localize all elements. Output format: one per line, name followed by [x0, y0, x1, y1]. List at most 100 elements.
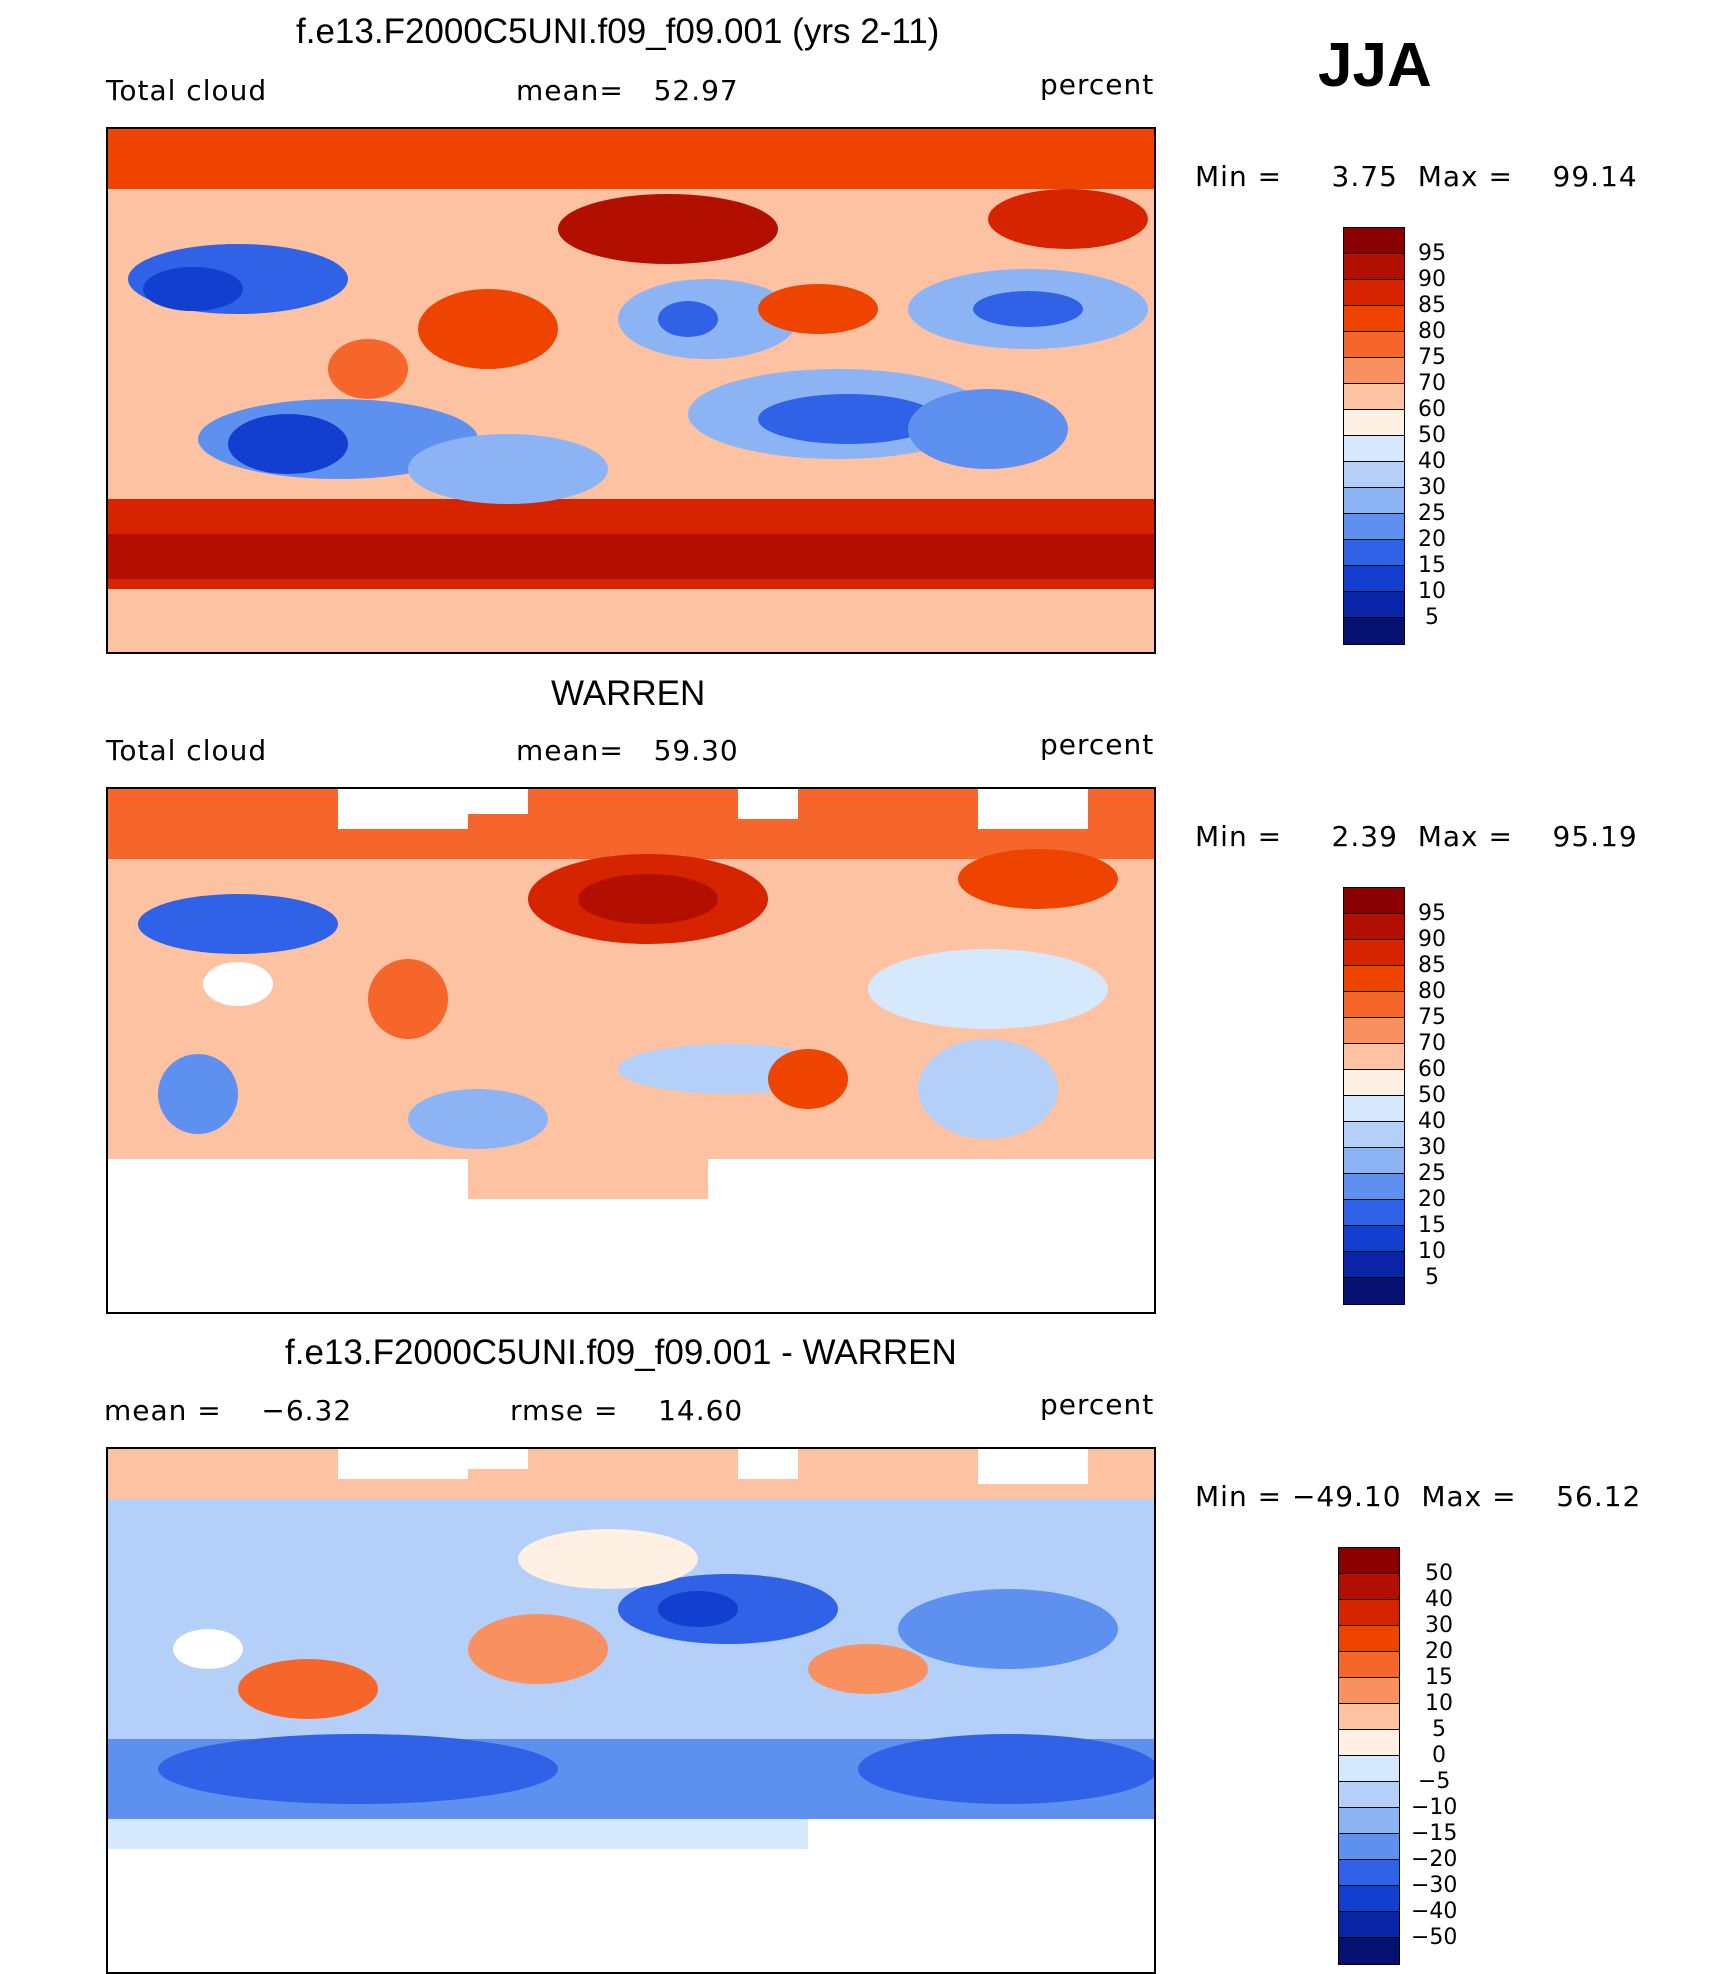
panel1-cbar-tick: 70: [1418, 371, 1446, 396]
panel2-mean: mean= 59.30: [516, 734, 739, 767]
panel2-colorbar: [1343, 887, 1405, 1305]
panel3-cbar-tick: 20: [1425, 1639, 1453, 1664]
colorbar-swatch: [1339, 1730, 1399, 1756]
panel1-cbar-tick: 10: [1418, 579, 1446, 604]
colorbar-swatch: [1344, 992, 1404, 1018]
panel3-cbar-tick: 15: [1425, 1665, 1453, 1690]
panel3-title: f.e13.F2000C5UNI.f09_f09.001 - WARREN: [285, 1333, 957, 1372]
panel2-cbar-tick: 90: [1418, 927, 1446, 952]
colorbar-swatch: [1344, 332, 1404, 358]
panel3-cbar-tick: −40: [1411, 1899, 1458, 1924]
panel3-rmse: rmse = 14.60: [510, 1394, 744, 1427]
panel1-units: percent: [1040, 68, 1155, 101]
panel1-cbar-tick: 25: [1418, 501, 1446, 526]
panel2-cbar-tick: 60: [1418, 1057, 1446, 1082]
colorbar-swatch: [1344, 488, 1404, 514]
season-label: JJA: [1318, 31, 1432, 100]
colorbar-swatch: [1344, 436, 1404, 462]
panel1-cbar-tick: 75: [1418, 345, 1446, 370]
colorbar-swatch: [1339, 1782, 1399, 1808]
panel1-mean: mean= 52.97: [516, 74, 739, 107]
colorbar-swatch: [1344, 1278, 1404, 1304]
colorbar-swatch: [1344, 228, 1404, 254]
colorbar-swatch: [1344, 540, 1404, 566]
panel3-mean: mean = −6.32: [104, 1394, 353, 1427]
panel2-cbar-tick: 30: [1418, 1135, 1446, 1160]
panel3-cbar-tick: −20: [1411, 1847, 1458, 1872]
panel2-map: [106, 787, 1156, 1314]
colorbar-swatch: [1339, 1938, 1399, 1964]
panel3-cbar-tick: 10: [1425, 1691, 1453, 1716]
colorbar-swatch: [1344, 888, 1404, 914]
panel3-map: [106, 1447, 1156, 1974]
panel2-minmax: Min = 2.39 Max = 95.19: [1195, 820, 1638, 853]
panel1-cbar-tick: 15: [1418, 553, 1446, 578]
panel1-cbar-tick: 60: [1418, 397, 1446, 422]
colorbar-swatch: [1344, 462, 1404, 488]
colorbar-swatch: [1344, 1148, 1404, 1174]
panel1-cbar-tick: 5: [1425, 605, 1439, 630]
colorbar-swatch: [1344, 1200, 1404, 1226]
colorbar-swatch: [1344, 1044, 1404, 1070]
colorbar-swatch: [1344, 358, 1404, 384]
panel2-cbar-tick: 10: [1418, 1239, 1446, 1264]
panel1-cbar-tick: 40: [1418, 449, 1446, 474]
panel2-title: WARREN: [551, 674, 706, 713]
panel1-cbar-tick: 90: [1418, 267, 1446, 292]
colorbar-swatch: [1344, 514, 1404, 540]
colorbar-swatch: [1339, 1704, 1399, 1730]
panel1-cbar-tick: 95: [1418, 241, 1446, 266]
colorbar-swatch: [1339, 1678, 1399, 1704]
colorbar-swatch: [1344, 940, 1404, 966]
panel1-cbar-tick: 20: [1418, 527, 1446, 552]
panel2-cbar-tick: 5: [1425, 1265, 1439, 1290]
panel2-cbar-tick: 15: [1418, 1213, 1446, 1238]
colorbar-swatch: [1339, 1574, 1399, 1600]
colorbar-swatch: [1339, 1808, 1399, 1834]
colorbar-swatch: [1344, 1226, 1404, 1252]
panel1-title: f.e13.F2000C5UNI.f09_f09.001 (yrs 2-11): [296, 12, 940, 51]
panel2-cbar-tick: 95: [1418, 901, 1446, 926]
panel2-cbar-tick: 75: [1418, 1005, 1446, 1030]
panel2-cbar-tick: 85: [1418, 953, 1446, 978]
panel3-minmax: Min = −49.10 Max = 56.12: [1195, 1480, 1642, 1513]
colorbar-swatch: [1344, 566, 1404, 592]
panel3-map-field: [108, 1449, 1154, 1972]
panel3-units: percent: [1040, 1388, 1155, 1421]
colorbar-swatch: [1339, 1652, 1399, 1678]
colorbar-swatch: [1344, 1096, 1404, 1122]
panel3-cbar-tick: −50: [1411, 1925, 1458, 1950]
colorbar-swatch: [1339, 1548, 1399, 1574]
panel1-variable-label: Total cloud: [106, 74, 268, 107]
colorbar-swatch: [1344, 410, 1404, 436]
colorbar-swatch: [1344, 306, 1404, 332]
panel2-cbar-tick: 80: [1418, 979, 1446, 1004]
panel1-map-field: [108, 129, 1154, 652]
colorbar-swatch: [1344, 914, 1404, 940]
panel3-cbar-tick: 0: [1432, 1743, 1446, 1768]
panel1-colorbar: [1343, 227, 1405, 645]
panel3-cbar-tick: −15: [1411, 1821, 1458, 1846]
colorbar-swatch: [1339, 1756, 1399, 1782]
panel1-map: [106, 127, 1156, 654]
colorbar-swatch: [1339, 1600, 1399, 1626]
panel2-cbar-tick: 25: [1418, 1161, 1446, 1186]
panel3-cbar-tick: 40: [1425, 1587, 1453, 1612]
panel3-cbar-tick: 30: [1425, 1613, 1453, 1638]
panel1-cbar-tick: 50: [1418, 423, 1446, 448]
panel2-cbar-tick: 40: [1418, 1109, 1446, 1134]
colorbar-swatch: [1344, 1122, 1404, 1148]
colorbar-swatch: [1344, 280, 1404, 306]
panel3-cbar-tick: 5: [1432, 1717, 1446, 1742]
panel3-cbar-tick: −10: [1411, 1795, 1458, 1820]
panel3-cbar-tick: 50: [1425, 1561, 1453, 1586]
colorbar-swatch: [1344, 618, 1404, 644]
colorbar-swatch: [1339, 1834, 1399, 1860]
panel3-cbar-tick: −30: [1411, 1873, 1458, 1898]
panel1-cbar-tick: 30: [1418, 475, 1446, 500]
panel2-map-field: [108, 789, 1154, 1312]
colorbar-swatch: [1344, 592, 1404, 618]
colorbar-swatch: [1344, 384, 1404, 410]
colorbar-swatch: [1344, 966, 1404, 992]
panel2-variable-label: Total cloud: [106, 734, 268, 767]
